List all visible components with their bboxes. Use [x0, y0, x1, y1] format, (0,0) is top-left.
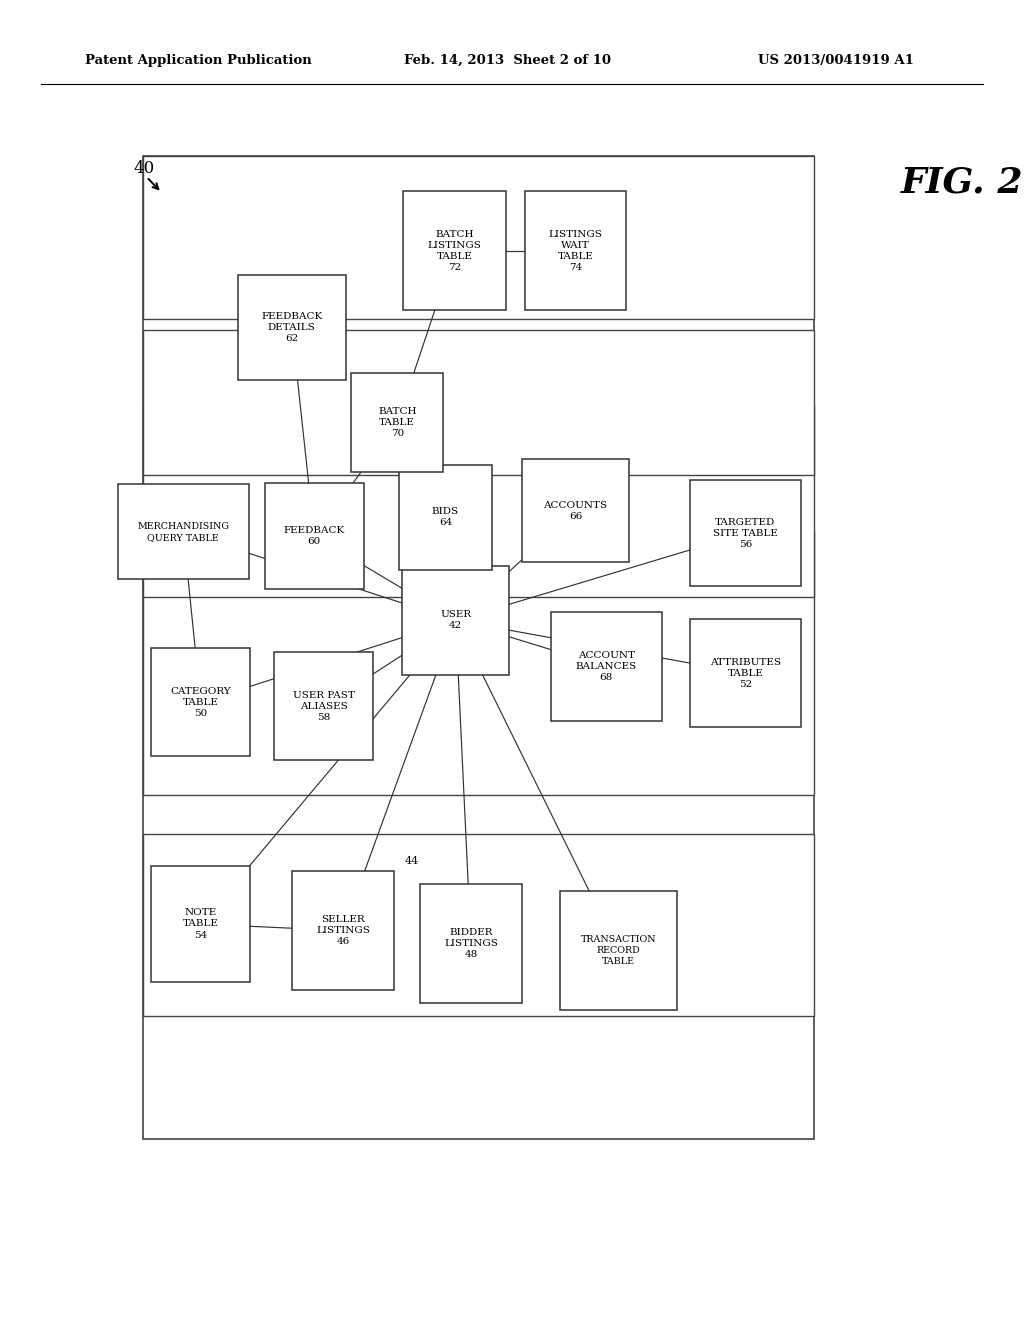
Bar — [420, 884, 522, 1003]
Text: Patent Application Publication: Patent Application Publication — [85, 54, 311, 67]
Bar — [525, 191, 626, 310]
Bar — [274, 652, 374, 760]
Bar — [690, 480, 801, 586]
Bar — [143, 156, 814, 1139]
Text: FEEDBACK
DETAILS
62: FEEDBACK DETAILS 62 — [261, 312, 323, 343]
Text: SELLER
LISTINGS
46: SELLER LISTINGS 46 — [316, 915, 370, 946]
Text: FEEDBACK
60: FEEDBACK 60 — [284, 525, 345, 546]
Bar — [152, 648, 251, 756]
Text: LISTINGS
WAIT
TABLE
74: LISTINGS WAIT TABLE 74 — [549, 230, 602, 272]
Bar — [118, 484, 249, 579]
Text: FIG. 2: FIG. 2 — [901, 165, 1024, 199]
Text: 40: 40 — [133, 161, 155, 177]
Text: BIDDER
LISTINGS
48: BIDDER LISTINGS 48 — [444, 928, 498, 960]
Bar — [292, 871, 394, 990]
Bar — [559, 891, 678, 1010]
Bar — [690, 619, 801, 727]
Bar — [522, 459, 629, 562]
Text: ACCOUNT
BALANCES
68: ACCOUNT BALANCES 68 — [575, 651, 637, 682]
Text: TARGETED
SITE TABLE
56: TARGETED SITE TABLE 56 — [713, 517, 778, 549]
Bar — [143, 330, 814, 475]
Bar — [401, 566, 510, 675]
Bar — [152, 866, 251, 982]
Text: USER
42: USER 42 — [440, 610, 471, 631]
Text: USER PAST
ALIASES
58: USER PAST ALIASES 58 — [293, 690, 354, 722]
Bar — [399, 465, 492, 570]
Text: CATEGORY
TABLE
50: CATEGORY TABLE 50 — [170, 686, 231, 718]
Bar — [264, 483, 365, 589]
Bar — [143, 405, 814, 597]
Text: TRANSACTION
RECORD
TABLE: TRANSACTION RECORD TABLE — [581, 935, 656, 966]
Bar — [143, 531, 814, 795]
Text: US 2013/0041919 A1: US 2013/0041919 A1 — [758, 54, 913, 67]
Text: BATCH
LISTINGS
TABLE
72: BATCH LISTINGS TABLE 72 — [428, 230, 481, 272]
Bar — [143, 156, 814, 319]
Text: ATTRIBUTES
TABLE
52: ATTRIBUTES TABLE 52 — [710, 657, 781, 689]
Text: BIDS
64: BIDS 64 — [432, 507, 459, 528]
Text: 44: 44 — [404, 855, 419, 866]
Bar — [351, 372, 443, 471]
Text: BATCH
TABLE
70: BATCH TABLE 70 — [378, 407, 417, 438]
Bar — [143, 834, 814, 1016]
Text: ACCOUNTS
66: ACCOUNTS 66 — [544, 500, 607, 521]
Text: Feb. 14, 2013  Sheet 2 of 10: Feb. 14, 2013 Sheet 2 of 10 — [404, 54, 611, 67]
Text: NOTE
TABLE
54: NOTE TABLE 54 — [182, 908, 219, 940]
Bar — [403, 191, 506, 310]
Text: MERCHANDISING
QUERY TABLE: MERCHANDISING QUERY TABLE — [137, 521, 229, 543]
Bar — [238, 275, 345, 380]
Bar — [551, 612, 662, 721]
